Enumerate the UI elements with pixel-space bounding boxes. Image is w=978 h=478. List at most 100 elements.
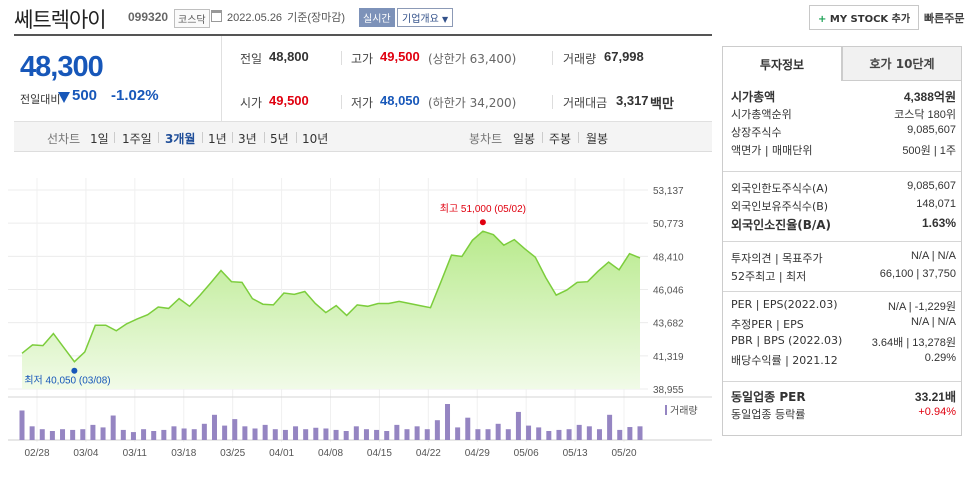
quick-order-link[interactable]: 빠른주문 <box>924 12 965 25</box>
divider <box>578 132 579 143</box>
info-value: 코스닥 180위 <box>894 109 956 121</box>
x-tick-label: 03/25 <box>220 448 245 459</box>
candle-tab-month[interactable]: 월봉 <box>586 132 609 146</box>
volume-bar <box>262 424 268 440</box>
stock-code: 099320 <box>128 10 169 24</box>
divider <box>341 51 342 65</box>
price-details <box>222 36 712 122</box>
divider <box>114 132 115 143</box>
volume-bar <box>80 429 86 440</box>
volume-bar <box>586 426 592 440</box>
volume-bar <box>211 414 217 440</box>
info-label: 액면가 | 매매단위 <box>731 144 813 157</box>
stock-name: 쎄트렉아이 <box>14 8 107 32</box>
range-tab-5y[interactable]: 5년 <box>270 132 289 146</box>
y-tick-label: 46,046 <box>653 286 684 297</box>
plus-icon: + <box>818 14 827 25</box>
volume-bar <box>384 431 390 440</box>
volume-bar <box>282 429 288 440</box>
x-tick-label: 05/20 <box>611 448 636 459</box>
realtime-button[interactable]: 실시간 <box>359 8 395 27</box>
info-label: 배당수익률 | 2021.12 <box>731 354 838 367</box>
volume-bar <box>434 420 440 440</box>
info-row: 시가총액 4,388억원 <box>731 88 956 106</box>
investment-info-panel: 시가총액 4,388억원 시가총액순위 코스닥 180위 상장주식수 9,085,607 액… <box>722 80 962 436</box>
x-tick-label: 03/11 <box>123 448 148 459</box>
change-percent: -1.02% <box>111 87 159 104</box>
info-label: PBR | BPS (2022.03) <box>731 334 843 347</box>
chart-range-bar <box>14 122 712 152</box>
volume-bar <box>333 429 339 440</box>
info-row: 동일업종 등락률 +0.94% <box>731 406 956 424</box>
price-chart[interactable]: 53,137 50,773 48,410 46,046 43,682 41,319 38,9… <box>0 160 712 478</box>
info-value: 500원 | 1주 <box>902 145 956 157</box>
info-value: N/A | N/A <box>910 316 956 328</box>
info-row: 시가총액순위 코스닥 180위 <box>731 106 956 124</box>
info-label: 동일업종 PER <box>731 390 806 404</box>
volume-legend: 거래량 <box>670 405 698 417</box>
volume-bar <box>394 424 400 440</box>
divider <box>296 132 297 143</box>
x-tick-label: 04/15 <box>367 448 392 459</box>
tab-investment-info[interactable]: 투자정보 <box>722 46 842 81</box>
info-value: +0.94% <box>918 406 956 418</box>
range-tab-10y[interactable]: 10년 <box>302 132 329 146</box>
candle-tab-day[interactable]: 일봉 <box>513 132 536 146</box>
price-line <box>21 230 641 363</box>
info-value: 66,100 | 37,750 <box>879 268 956 280</box>
range-tab-1w[interactable]: 1주일 <box>122 132 152 146</box>
x-tick-label: 03/04 <box>73 448 98 459</box>
info-label: 외국인한도주식수(A) <box>731 182 829 195</box>
volume-bar <box>191 429 197 440</box>
info-row: 액면가 | 매매단위 500원 | 1주 <box>731 142 956 160</box>
y-tick-label: 48,410 <box>653 252 684 263</box>
range-tab-1y[interactable]: 1년 <box>208 132 227 146</box>
info-value: N/A | -1,229원 <box>887 301 956 313</box>
volume-bar <box>161 429 167 440</box>
range-tab-3y[interactable]: 3년 <box>238 132 257 146</box>
divider <box>552 51 553 65</box>
volume-bar <box>404 429 410 440</box>
divider <box>264 132 265 143</box>
calendar-icon <box>211 10 222 22</box>
volume-bar <box>424 429 430 440</box>
volume-bar <box>607 414 613 440</box>
upper-limit: (상한가 63,400) <box>428 52 517 66</box>
x-tick-label: 05/06 <box>514 448 539 459</box>
change-label: 전일대비 <box>20 93 61 106</box>
divider <box>232 132 233 143</box>
add-my-stock-button[interactable]: + MY STOCK 추가 <box>809 5 920 30</box>
candle-tab-week[interactable]: 주봉 <box>549 132 572 146</box>
info-row: 외국인소진율(B/A) 1.63% <box>731 216 956 234</box>
volume-bar <box>60 429 66 440</box>
tab-orderbook[interactable]: 호가 10단계 <box>842 46 962 81</box>
volume-bar <box>445 404 451 440</box>
x-tick-label: 05/13 <box>563 448 588 459</box>
volume-bar <box>505 429 511 440</box>
y-tick-label: 50,773 <box>653 219 684 230</box>
company-overview-dropdown[interactable]: 기업개요 ▼ <box>397 8 454 27</box>
low-label: 저가 <box>351 96 374 110</box>
info-label: 동일업종 등락률 <box>731 408 806 421</box>
x-tick-label: 04/29 <box>465 448 490 459</box>
volume-bar <box>272 429 278 440</box>
info-label: 추정PER | EPS <box>731 318 804 331</box>
y-tick-label: 41,319 <box>653 352 684 363</box>
volume-bar <box>485 429 491 440</box>
low-annotation: 최저 40,050 (03/08) <box>24 375 110 387</box>
volume-bar <box>546 431 552 440</box>
info-row: 배당수익률 | 2021.12 0.29% <box>731 352 956 370</box>
range-tab-1d[interactable]: 1일 <box>90 132 109 146</box>
volume-bar <box>556 429 562 440</box>
info-row: 52주최고 | 최저 66,100 | 37,750 <box>731 268 956 286</box>
opinion-section: 투자의견 | 목표주가 N/A | N/A 52주최고 | 최저 66,100 | 3… <box>723 242 961 292</box>
divider <box>202 132 203 143</box>
volume-bar <box>120 429 126 440</box>
amount-label: 거래대금 <box>563 96 608 110</box>
info-row: 외국인한도주식수(A) 9,085,607 <box>731 180 956 198</box>
range-tab-3m[interactable]: 3개월 <box>165 132 196 146</box>
current-price: 48,300 <box>20 51 104 83</box>
x-tick-label: 02/28 <box>24 448 49 459</box>
volume-bar <box>617 429 623 440</box>
market-cap-section: 시가총액 4,388억원 시가총액순위 코스닥 180위 상장주식수 9,085,607 액… <box>723 80 961 172</box>
